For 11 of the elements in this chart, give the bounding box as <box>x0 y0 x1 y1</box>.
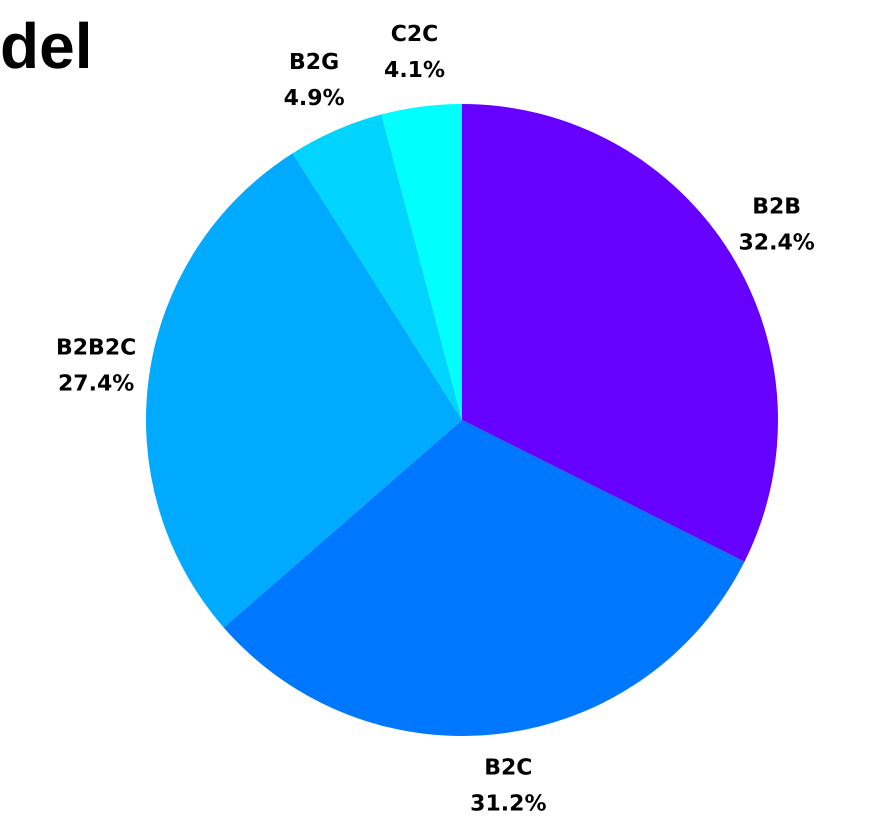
chart-title: del <box>0 10 92 82</box>
slice-label: B2B <box>752 194 802 220</box>
slice-label: B2B2C <box>56 335 136 360</box>
slice-label: B2C <box>484 756 532 781</box>
data-label: 31.2% <box>470 792 546 817</box>
data-label: 4.9% <box>284 86 345 111</box>
data-label: 32.4% <box>738 230 815 256</box>
data-label: 27.4% <box>58 371 134 396</box>
data-label: 4.1% <box>384 58 446 84</box>
slice-label: B2G <box>289 50 340 75</box>
slice-label: C2C <box>390 22 438 48</box>
